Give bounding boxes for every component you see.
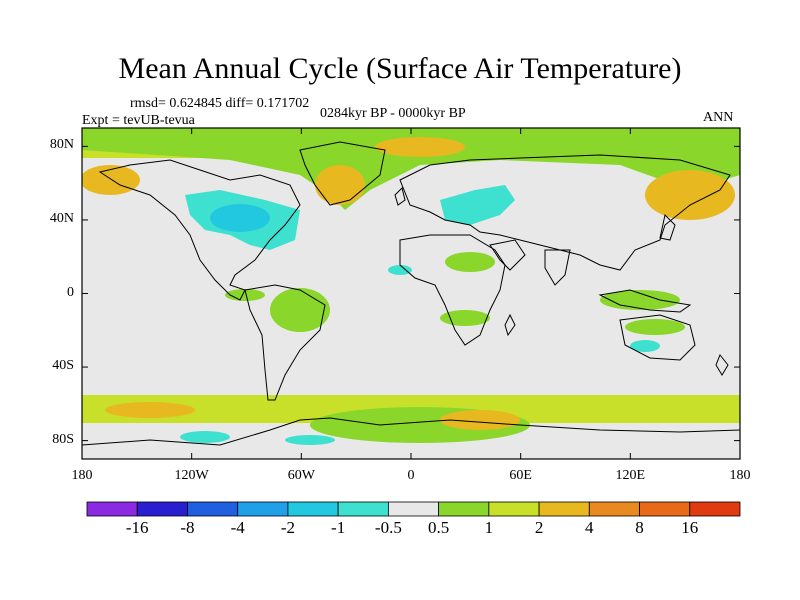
season-label: ANN (703, 110, 734, 125)
colorbar-label: -0.5 (374, 518, 402, 537)
australia-cool (630, 340, 660, 352)
lon-tick-label: 0 (407, 468, 415, 483)
south-america-coast (244, 284, 326, 401)
alaska-warm (82, 165, 140, 195)
uk-coast (394, 187, 406, 206)
colorbar-label: -8 (180, 518, 195, 537)
lon-tick-label: 60E (509, 468, 532, 483)
colorbar-swatch (287, 501, 339, 517)
pacific-cool (388, 265, 412, 275)
africa-warm-north (445, 252, 495, 272)
greenland-coast (299, 141, 386, 206)
antarctica-cool-2 (285, 435, 335, 445)
colorbar-swatch (639, 501, 691, 517)
colorbar-swatch (136, 501, 188, 517)
north-america-cool-core (210, 204, 270, 232)
lon-tick-label: 180 (729, 468, 751, 483)
colorbar-swatch (86, 501, 138, 517)
india-coast (544, 249, 571, 286)
lat-tick-label: 80N (49, 137, 74, 153)
colorbar-label: -16 (125, 518, 149, 537)
colorbar-label: 2 (534, 518, 544, 537)
coastlines (82, 141, 740, 446)
siberia-warm (645, 170, 735, 220)
arabia-coast (489, 239, 526, 271)
greenland-warm (315, 165, 365, 205)
australia-warm (625, 319, 685, 335)
colorbar-label: 8 (635, 518, 644, 537)
new-zealand-coast (715, 354, 729, 376)
colorbar-swatch (237, 501, 289, 517)
colorbar (86, 501, 741, 517)
antarctica-warm-core (440, 410, 520, 430)
stats-label: rmsd= 0.624845 diff= 0.171702 (130, 96, 310, 111)
colorbar-swatch (438, 501, 490, 517)
europe-cool (440, 185, 515, 225)
colorbar-swatch (538, 501, 590, 517)
colorbar-label: -2 (280, 518, 295, 537)
japan-coast (659, 213, 676, 241)
colorbar-label: -4 (230, 518, 245, 537)
lon-tick-label: 120E (615, 468, 646, 483)
colorbar-label: 4 (585, 518, 594, 537)
lon-tick-label: 120W (174, 468, 209, 483)
australia-coast (619, 314, 696, 361)
africa-coast (399, 234, 506, 346)
lat-tick-label: 0 (67, 284, 74, 300)
colorbar-label: 0.5 (427, 518, 450, 537)
eurasia-coast (399, 154, 731, 271)
colorbar-swatch (488, 501, 540, 517)
antarctica-coast (82, 417, 740, 446)
colorbar-swatch (337, 501, 389, 517)
colorbar-swatch (588, 501, 640, 517)
antarctica-cool (180, 431, 230, 443)
arctic-warm-green (82, 128, 740, 210)
lon-tick-label: 180 (71, 468, 93, 483)
map-title: Mean Annual Cycle (Surface Air Temperatu… (118, 52, 682, 85)
colorbar-label: 1 (484, 518, 494, 537)
colorbar-swatch (689, 501, 741, 517)
colorbar-swatch (387, 501, 440, 517)
lat-tick-label: 80S (52, 431, 74, 447)
colorbar-label: -1 (331, 518, 346, 537)
southern-ocean-core (105, 402, 195, 418)
arctic-warm-core (375, 137, 465, 157)
period-label: 0284kyr BP - 0000kyr BP (320, 106, 466, 121)
lat-tick-label: 40S (52, 358, 74, 374)
lat-tick-label: 40N (49, 210, 74, 226)
lon-tick-label: 60W (287, 468, 315, 483)
experiment-label: Expt = tevUB-tevua (82, 113, 195, 128)
madagascar-coast (504, 313, 516, 337)
colorbar-swatch (187, 501, 239, 517)
colorbar-label: 16 (681, 518, 699, 537)
africa-warm-south (440, 310, 490, 326)
indonesia-coast (598, 289, 692, 313)
north-america-coast (98, 159, 301, 301)
map-ticks (81, 128, 741, 459)
